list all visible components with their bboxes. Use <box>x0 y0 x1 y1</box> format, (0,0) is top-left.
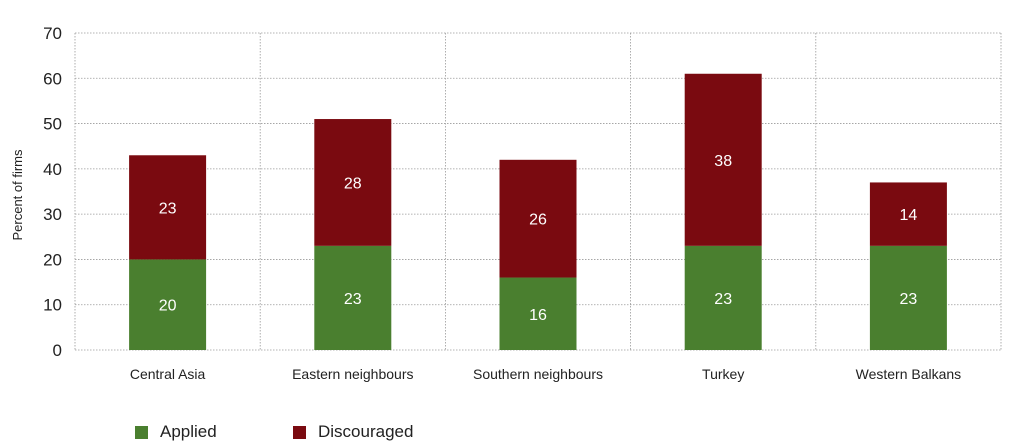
y-axis-label: Percent of firms <box>10 149 25 241</box>
y-tick-label: 60 <box>43 69 62 88</box>
data-label-discouraged: 14 <box>900 207 918 224</box>
x-axis-ticks: Central Asia Eastern neighbours Southern n… <box>130 366 961 382</box>
x-tick-label: Southern neighbours <box>473 366 603 382</box>
y-tick-label: 0 <box>53 341 62 360</box>
data-label-discouraged: 38 <box>714 153 732 170</box>
legend-item-applied: Applied <box>135 422 293 442</box>
bar-discouraged-1 <box>314 119 392 246</box>
grid-lines <box>74 32 1002 351</box>
bar-applied-0 <box>129 259 207 350</box>
data-label-applied: 23 <box>344 291 362 308</box>
bar-discouraged-0 <box>129 155 207 260</box>
bars: 20 23 23 28 16 26 23 38 23 14 <box>129 73 947 350</box>
data-label-applied: 23 <box>714 291 732 308</box>
x-tick-label: Central Asia <box>130 366 206 382</box>
bar-discouraged-4 <box>869 182 947 246</box>
bar-discouraged-2 <box>499 159 577 278</box>
y-tick-label: 30 <box>43 205 62 224</box>
x-tick-label: Turkey <box>702 366 744 382</box>
y-tick-label: 70 <box>43 24 62 43</box>
stacked-bar-chart: 0 10 20 30 40 50 60 70 20 23 23 28 16 26 23 38 23 14 Cen… <box>10 24 1002 382</box>
data-label-discouraged: 28 <box>344 175 362 192</box>
legend-swatch-applied <box>135 425 148 439</box>
y-tick-label: 10 <box>43 296 62 315</box>
bar-applied-1 <box>314 245 392 350</box>
data-label-applied: 23 <box>900 291 918 308</box>
data-label-discouraged: 26 <box>529 212 547 229</box>
legend: Applied Discouraged <box>135 422 451 442</box>
y-tick-label: 40 <box>43 160 62 179</box>
legend-swatch-discouraged <box>293 425 306 439</box>
data-label-discouraged: 23 <box>159 200 177 217</box>
legend-label-applied: Applied <box>160 422 217 441</box>
y-axis-ticks: 0 10 20 30 40 50 60 70 <box>43 24 62 360</box>
legend-label-discouraged: Discouraged <box>318 422 414 441</box>
bar-discouraged-3 <box>684 73 762 246</box>
legend-item-discouraged: Discouraged <box>293 422 451 442</box>
bar-applied-4 <box>869 245 947 350</box>
x-tick-label: Eastern neighbours <box>292 366 413 382</box>
data-label-applied: 20 <box>159 298 177 315</box>
x-tick-label: Western Balkans <box>856 366 962 382</box>
bar-applied-2 <box>499 277 577 350</box>
y-tick-label: 20 <box>43 250 62 269</box>
bar-applied-3 <box>684 245 762 350</box>
y-tick-label: 50 <box>43 115 62 134</box>
data-label-applied: 16 <box>529 307 547 324</box>
